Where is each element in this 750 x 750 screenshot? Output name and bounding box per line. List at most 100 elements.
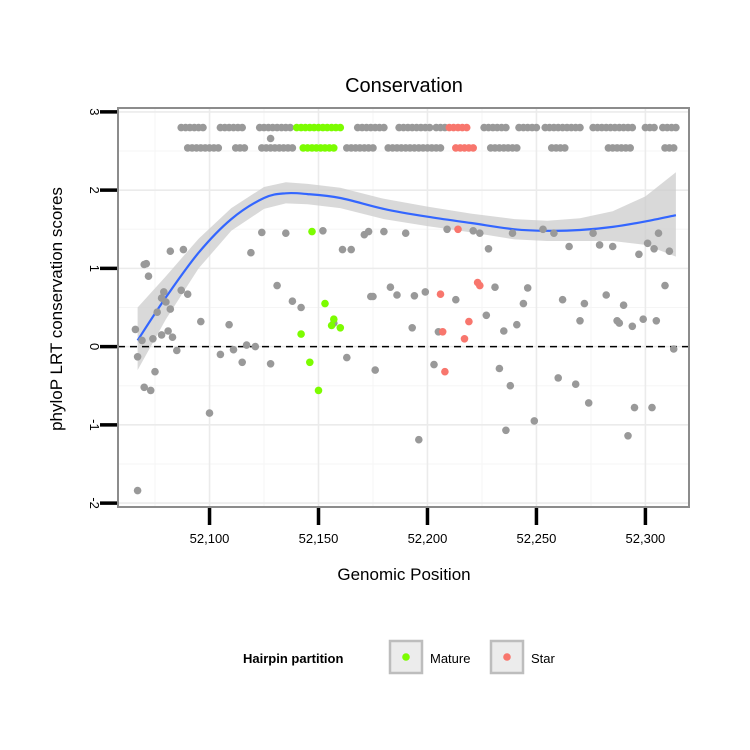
- point-other: [401, 229, 410, 237]
- point-other: [665, 247, 674, 255]
- x-tick-label: 52,150: [299, 531, 339, 546]
- point-star: [476, 281, 484, 290]
- point-other: [502, 123, 510, 132]
- point-other: [205, 409, 214, 417]
- y-axis: -2 -1 0 1 2 3: [87, 108, 117, 509]
- point-other: [669, 345, 678, 353]
- point-other: [146, 386, 155, 395]
- y-tick-label: 1: [87, 265, 102, 272]
- point-other: [131, 325, 140, 334]
- point-other: [652, 317, 661, 325]
- point-other: [654, 229, 663, 237]
- point-other: [650, 245, 658, 253]
- point-other: [138, 336, 146, 345]
- point-other: [160, 288, 168, 296]
- point-other: [532, 123, 541, 132]
- point-other: [624, 432, 632, 440]
- point-other: [484, 245, 493, 253]
- point-other: [173, 346, 181, 355]
- point-other: [338, 245, 347, 254]
- point-other: [595, 241, 604, 249]
- point-other: [576, 317, 584, 325]
- y-tick-label: 3: [87, 108, 102, 115]
- chart-title: Conservation: [345, 75, 463, 97]
- point-other: [240, 144, 249, 152]
- point-other: [258, 228, 266, 237]
- point-other: [238, 123, 246, 132]
- point-other: [183, 290, 192, 299]
- point-other: [343, 353, 351, 362]
- legend-marker-star: [503, 653, 511, 661]
- point-other: [550, 229, 558, 237]
- point-other: [436, 144, 445, 152]
- point-other: [168, 333, 177, 342]
- point-other: [162, 298, 170, 306]
- point-other: [635, 250, 643, 259]
- point-other: [153, 308, 161, 317]
- point-other: [238, 358, 246, 367]
- point-other: [628, 123, 637, 132]
- point-other: [452, 295, 460, 304]
- point-other: [369, 292, 377, 301]
- point-other: [513, 144, 521, 152]
- data-points: [131, 123, 680, 495]
- point-other: [558, 295, 567, 304]
- point-other: [580, 299, 589, 308]
- x-axis-title: Genomic Position: [337, 565, 470, 584]
- legend-label-star: Star: [531, 651, 556, 666]
- point-star: [454, 225, 462, 234]
- point-other: [425, 123, 434, 132]
- point-other: [643, 239, 652, 248]
- point-other: [491, 283, 499, 292]
- point-other: [530, 417, 539, 425]
- point-other: [608, 242, 617, 251]
- y-tick-label: -1: [87, 419, 102, 431]
- point-other: [565, 242, 573, 251]
- point-other: [648, 403, 656, 412]
- smooth-trend-line: [136, 191, 677, 342]
- point-other: [589, 229, 597, 237]
- point-other: [369, 144, 377, 152]
- point-other: [166, 305, 175, 313]
- point-other: [282, 229, 290, 237]
- y-tick-label: 0: [87, 343, 102, 350]
- point-other: [630, 403, 639, 412]
- point-other: [500, 327, 508, 335]
- point-other: [415, 435, 423, 444]
- point-other: [669, 144, 678, 152]
- point-mature: [321, 299, 329, 308]
- point-other: [297, 303, 305, 312]
- point-other: [225, 320, 233, 329]
- point-other: [393, 291, 401, 299]
- point-other: [386, 283, 395, 292]
- point-other: [347, 245, 356, 254]
- point-mature: [297, 330, 305, 338]
- point-other: [482, 311, 491, 320]
- x-tick-label: 52,250: [517, 531, 557, 546]
- point-other: [133, 353, 142, 361]
- point-mature: [336, 324, 345, 332]
- point-other: [288, 144, 297, 152]
- point-other: [628, 322, 637, 331]
- point-mature: [306, 358, 314, 367]
- point-other: [561, 144, 569, 152]
- point-star: [436, 290, 445, 299]
- point-other: [273, 281, 281, 290]
- point-other: [166, 247, 175, 255]
- y-tick-label: -2: [87, 497, 102, 509]
- point-other: [133, 486, 142, 495]
- point-other: [502, 426, 510, 435]
- point-other: [584, 399, 593, 407]
- grid-major: [118, 108, 689, 507]
- point-other: [513, 320, 521, 329]
- point-other: [216, 350, 225, 359]
- point-mature: [330, 315, 338, 324]
- legend: Hairpin partition Mature Star: [243, 639, 556, 675]
- point-other: [288, 297, 297, 306]
- point-other: [164, 327, 172, 335]
- point-other: [571, 380, 580, 389]
- point-other: [266, 360, 275, 368]
- point-mature: [327, 321, 336, 330]
- point-other: [144, 272, 153, 281]
- point-other: [469, 227, 478, 235]
